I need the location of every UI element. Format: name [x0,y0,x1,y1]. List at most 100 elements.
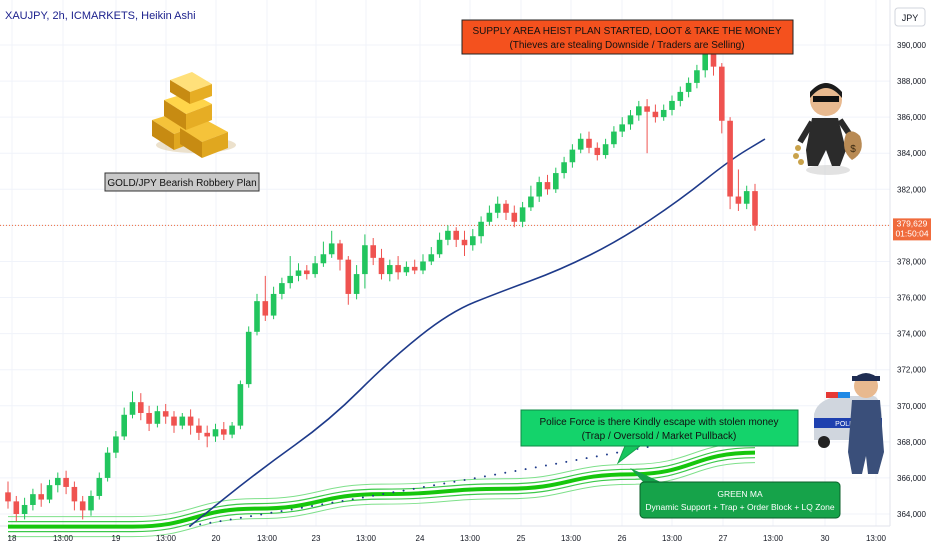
candle-body [79,501,86,511]
candle [420,254,426,275]
candle [179,412,186,430]
candle-body [735,196,742,204]
candle-body [685,82,692,92]
candle [71,481,78,511]
candle [694,64,700,89]
candle-body [179,416,186,426]
candle-body [420,261,426,271]
signal-dot [199,523,202,526]
signal-dot [565,460,568,463]
signal-dot [372,494,375,497]
candle [21,497,28,520]
candle-body [652,111,659,118]
candle-body [362,245,368,275]
time-tick-label: 13:00 [763,534,784,543]
candle-body [395,265,401,273]
candle-body [594,147,601,156]
candle [254,293,260,336]
candle [461,230,468,257]
supply-annotation: SUPPLY AREA HEIST PLAN STARTED, LOOT & T… [461,19,794,55]
signal-dot [433,484,436,487]
candle [403,261,410,276]
signal-dot [280,510,283,513]
candle-body [279,283,285,294]
signal-dot [453,480,456,483]
candle [719,63,725,134]
candle [453,227,459,248]
signal-dot [351,498,354,501]
signal-dot [311,505,314,508]
candle [304,265,310,280]
candle-body [171,416,177,426]
candle-body [611,131,617,145]
candle [503,200,509,220]
price-tick-label: 364,000 [897,510,926,519]
candle [494,196,501,219]
candle-body [295,270,302,276]
candle [528,185,534,211]
signal-dot [361,496,364,499]
candle [428,247,435,266]
candle-body [353,274,360,294]
candle-body [38,494,44,500]
signal-dot [534,466,537,469]
candle-body [602,144,609,156]
candle [113,431,119,459]
countdown-value: 01:50:04 [895,228,928,238]
blue-moving-average [189,138,766,527]
candle-body [46,485,53,500]
signal-dot [473,477,476,480]
candle [46,479,53,504]
candle [735,169,742,211]
candle-body [304,270,310,275]
candle-body [511,212,518,222]
candlestick-series [5,41,758,522]
candle-body [461,239,468,246]
candle-body [254,301,260,332]
candle-body [212,429,219,437]
price-tick-label: 376,000 [897,294,926,303]
candle [162,403,169,424]
signal-dot [443,482,446,485]
candle-body [378,257,385,275]
candle [279,277,285,300]
candle-body [337,243,343,260]
candle [63,470,69,495]
candle [569,144,576,168]
signal-dot [290,508,293,511]
candle [395,256,401,280]
signal-dot [382,493,385,496]
time-tick-label: 13:00 [866,534,887,543]
candle-body [486,212,493,222]
candle [727,117,733,210]
candle [187,409,194,435]
time-axis: 18 13:00 19 13:00 20 13:00 23 13:00 24 13:00 25 13:… [8,534,887,543]
time-tick-label: 27 [719,534,728,543]
candle-body [245,331,252,385]
police-line-1: Police Force is there Kindly escape with… [539,417,778,428]
candle [320,241,327,267]
candle-body [221,429,227,435]
candle [636,100,642,121]
candle [138,393,144,421]
currency-badge[interactable]: JPY [894,7,926,27]
candle-body [204,432,210,437]
candle [79,495,86,520]
candle [337,239,343,271]
candle-body [21,504,28,514]
candle [129,391,136,419]
time-tick-label: 23 [312,534,321,543]
candle [370,238,376,266]
candle [685,77,692,98]
last-price-value: 379,629 [897,218,928,228]
candle-body [403,266,410,273]
candle-body [196,425,202,433]
time-tick-label: 13:00 [460,534,481,543]
time-tick-label: 25 [517,534,526,543]
candle [55,472,61,493]
signal-dot [494,473,497,476]
candle-body [146,412,152,424]
svg-text:POLICE: POLICE [835,421,861,428]
